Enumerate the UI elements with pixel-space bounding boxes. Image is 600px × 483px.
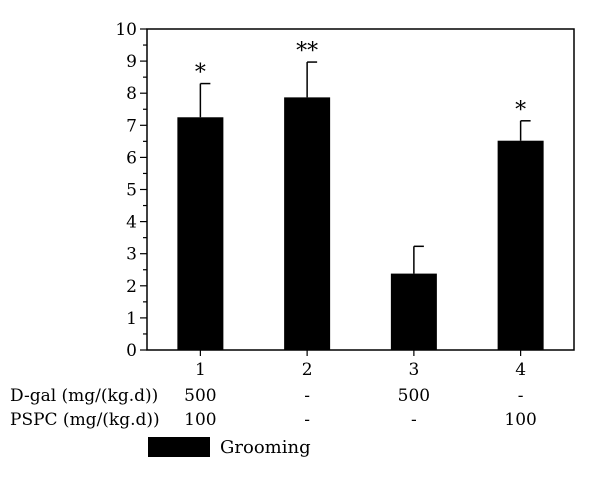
y-tick-label: 3 <box>126 245 137 265</box>
table-cell: 500 <box>398 386 430 406</box>
bar <box>497 140 544 350</box>
y-tick-label: 6 <box>126 148 137 168</box>
table-row-label: PSPC (mg/(kg.d)) <box>10 410 160 430</box>
y-tick-label: 2 <box>126 277 137 297</box>
table-cell: 100 <box>504 410 536 430</box>
y-tick-label: 1 <box>126 309 137 329</box>
bars: **** <box>177 39 544 351</box>
significance-marker: * <box>515 98 526 123</box>
table-cell: 100 <box>184 410 216 430</box>
x-tick-label: 4 <box>515 360 526 380</box>
table-cell: - <box>304 386 310 406</box>
table-cell: - <box>411 410 417 430</box>
bar <box>284 97 331 350</box>
y-tick-label: 10 <box>115 20 137 40</box>
y-tick-label: 9 <box>126 52 137 72</box>
y-tick-label: 8 <box>126 84 137 104</box>
significance-marker: * <box>195 61 206 86</box>
y-axis: 0 1 2 3 4 5 6 7 8 9 10 <box>115 20 147 361</box>
y-tick-label: 4 <box>126 213 137 233</box>
legend-label: Grooming <box>220 437 311 458</box>
legend-swatch <box>148 437 210 457</box>
y-tick-label: 5 <box>126 181 137 201</box>
treatment-table: 500 100 - - 500 - - 100 D-gal (mg/(kg.d)) PSPC (m… <box>10 386 537 430</box>
y-tick-label: 7 <box>126 116 137 136</box>
x-tick-label: 1 <box>195 360 206 380</box>
y-tick-label: 0 <box>126 341 137 361</box>
table-cell: 500 <box>184 386 216 406</box>
table-cell: - <box>518 386 524 406</box>
x-axis: 1 2 3 4 <box>195 350 526 380</box>
legend: Grooming <box>148 437 311 458</box>
bar <box>177 117 224 351</box>
table-row-label: D-gal (mg/(kg.d)) <box>10 386 158 406</box>
x-tick-label: 3 <box>408 360 419 380</box>
x-tick-label: 2 <box>302 360 313 380</box>
significance-marker: ** <box>296 39 318 64</box>
bar <box>390 273 437 350</box>
table-cell: - <box>304 410 310 430</box>
